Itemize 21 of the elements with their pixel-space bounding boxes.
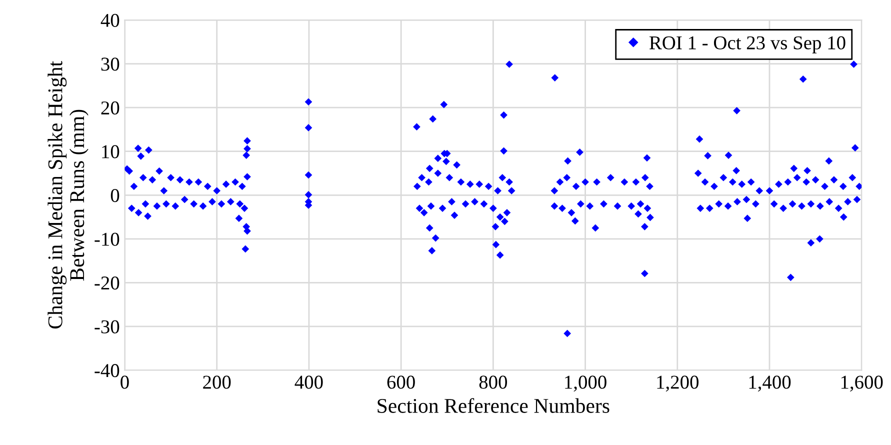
x-tick-label: 600 — [387, 376, 415, 389]
y-tick-label: -40 — [94, 364, 120, 378]
x-tick-label: 1,400 — [749, 376, 791, 392]
y-tick-label: 0 — [110, 188, 120, 202]
y-tick-label: 20 — [101, 101, 120, 115]
y-tick-label: -20 — [94, 276, 120, 290]
x-tick-label: 400 — [294, 376, 323, 389]
x-tick-label: 1,200 — [657, 376, 699, 392]
y-tick-label: 30 — [101, 58, 120, 71]
y-axis-title: Change in Median Spike Height Between Runs (mm) — [48, 61, 88, 329]
y-tick-label: 40 — [100, 14, 120, 27]
y-tick-label: 10 — [102, 145, 120, 158]
x-tick-label: 200 — [203, 376, 231, 389]
y-tick-label: -10 — [94, 232, 120, 246]
x-tick-label: 800 — [479, 376, 508, 389]
x-tick-label: 1,600 — [841, 376, 883, 392]
legend-label: ROI 1 - Oct 23 vs Sep 10 — [649, 36, 846, 54]
x-axis-title: Section Reference Numbers — [378, 398, 610, 413]
x-tick-label: 1,000 — [565, 376, 606, 392]
x-tick-label: 0 — [120, 376, 129, 389]
y-tick-label: -30 — [94, 320, 120, 334]
